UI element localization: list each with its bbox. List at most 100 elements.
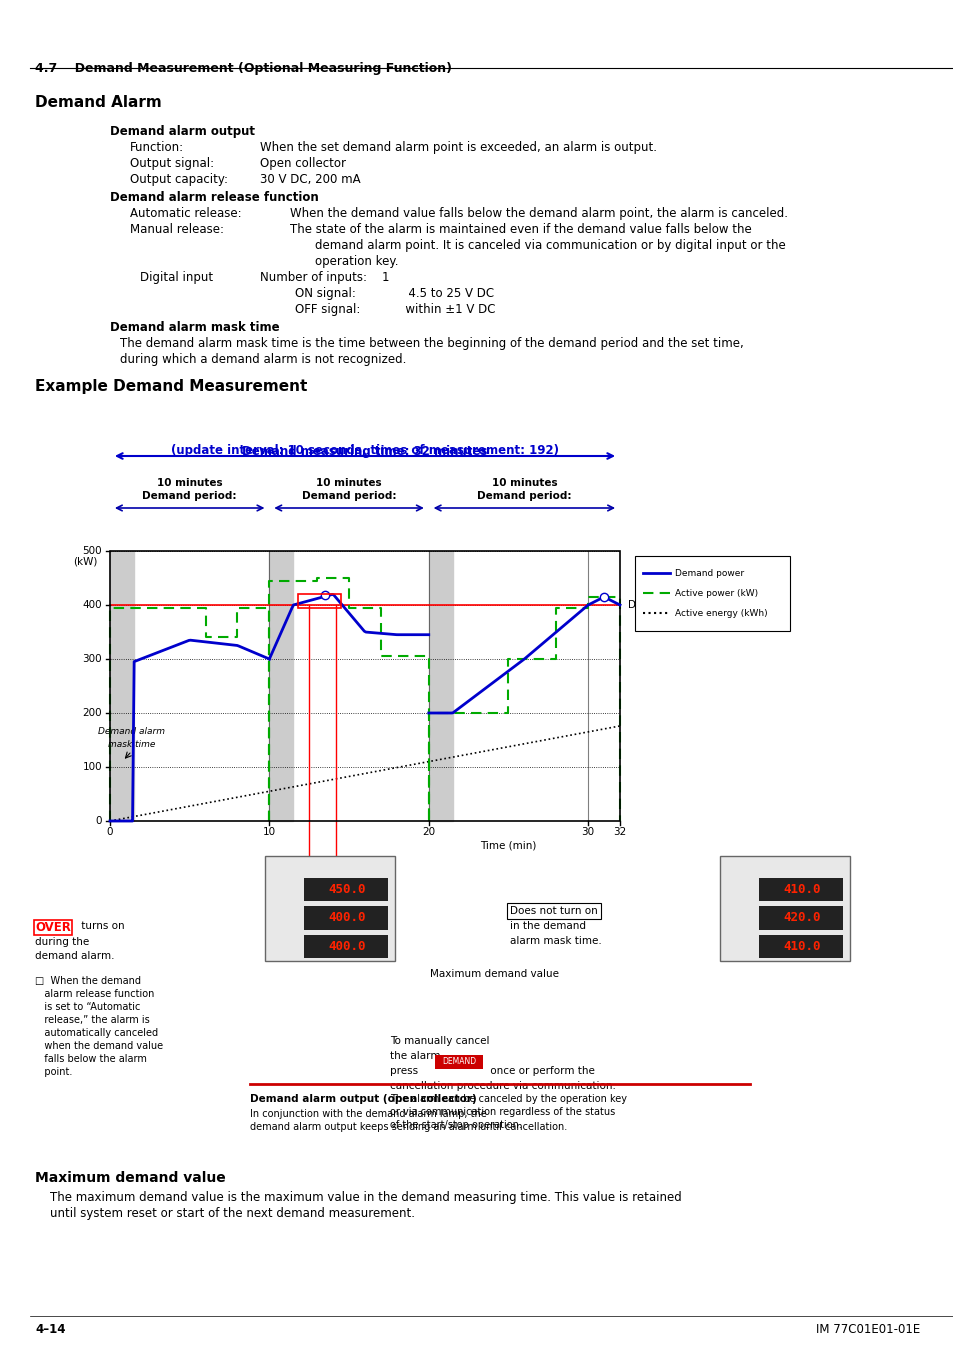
Text: The demand alarm mask time is the time between the beginning of the demand perio: The demand alarm mask time is the time b… [120,336,743,350]
Text: 300: 300 [82,654,102,663]
Text: Active energy (kWh): Active energy (kWh) [675,608,767,617]
Text: the alarm,: the alarm, [390,1051,443,1061]
Text: Output capacity:: Output capacity: [130,173,228,186]
Text: 4.7    Demand Measurement (Optional Measuring Function): 4.7 Demand Measurement (Optional Measuri… [35,62,452,76]
Text: In conjunction with the demand alarm lamp, the: In conjunction with the demand alarm lam… [250,1109,486,1119]
Text: mask time: mask time [108,740,155,748]
Text: (update interval: 10 seconds, times of measurement: 192): (update interval: 10 seconds, times of m… [171,444,558,457]
Text: Number of inputs:    1: Number of inputs: 1 [260,272,389,284]
Text: Example Demand Measurement: Example Demand Measurement [35,380,307,394]
Text: 10: 10 [262,827,275,838]
Text: turns on: turns on [78,921,125,931]
Text: falls below the alarm: falls below the alarm [35,1054,147,1065]
Text: demand alarm point. It is canceled via communication or by digital input or the: demand alarm point. It is canceled via c… [314,239,785,253]
Text: cancellation procedure via communication.: cancellation procedure via communication… [390,1081,616,1092]
Text: when the demand value: when the demand value [35,1042,163,1051]
Bar [110,551,133,821]
Text: Time (min): Time (min) [479,842,536,851]
Bar [265,857,395,961]
Bar [110,551,619,821]
Text: 500: 500 [82,546,102,557]
Text: Open collector: Open collector [260,157,346,170]
Text: 10 minutes: 10 minutes [491,478,557,488]
Text: or via communication regardless of the status: or via communication regardless of the s… [390,1106,615,1117]
Text: 100: 100 [82,762,102,771]
Text: DEMAND: DEMAND [441,1058,476,1066]
Text: OVER: OVER [35,921,71,934]
Text: Demand period:: Demand period: [142,490,236,501]
Bar [269,551,293,821]
Text: in the demand: in the demand [510,921,585,931]
Bar [304,907,388,929]
Text: 410.0: 410.0 [782,884,820,896]
Text: 420.0: 420.0 [782,912,820,924]
Text: 400.0: 400.0 [328,912,365,924]
Bar [635,557,789,631]
Text: during which a demand alarm is not recognized.: during which a demand alarm is not recog… [120,353,406,366]
Text: 0: 0 [107,827,113,838]
Text: until system reset or start of the next demand measurement.: until system reset or start of the next … [50,1206,415,1220]
Text: automatically canceled: automatically canceled [35,1028,158,1038]
Bar [304,878,388,901]
Text: once or perform the: once or perform the [486,1066,595,1075]
Text: Demand alarm point: Demand alarm point [627,600,735,611]
Text: 10 minutes: 10 minutes [156,478,222,488]
Text: OFF signal:            within ±1 V DC: OFF signal: within ±1 V DC [294,303,495,316]
Text: Output signal:: Output signal: [130,157,213,170]
Text: Demand alarm: Demand alarm [98,727,165,736]
Text: 410.0: 410.0 [782,940,820,952]
Bar [428,551,452,821]
Text: 30 V DC, 200 mA: 30 V DC, 200 mA [260,173,360,186]
Text: Maximum demand value: Maximum demand value [430,969,558,979]
Text: ON signal:              4.5 to 25 V DC: ON signal: 4.5 to 25 V DC [294,286,494,300]
Text: Manual release:: Manual release: [130,223,224,236]
Text: Function:: Function: [130,141,184,154]
Text: When the set demand alarm point is exceeded, an alarm is output.: When the set demand alarm point is excee… [260,141,657,154]
Text: Demand period:: Demand period: [476,490,571,501]
Text: 200: 200 [82,708,102,717]
Text: Demand alarm mask time: Demand alarm mask time [110,322,279,334]
Bar [720,857,849,961]
Text: operation key.: operation key. [314,255,398,267]
Text: point.: point. [35,1067,72,1077]
Text: alarm mask time.: alarm mask time. [510,936,601,946]
Bar [759,907,842,929]
Text: of the start/stop operation.: of the start/stop operation. [390,1120,521,1129]
Bar [304,935,388,958]
Text: Maximum demand value: Maximum demand value [35,1171,226,1185]
Text: during the: during the [35,938,90,947]
Text: Active power (kW): Active power (kW) [675,589,758,597]
Text: When the demand value falls below the demand alarm point, the alarm is canceled.: When the demand value falls below the de… [290,207,787,220]
Bar [759,878,842,901]
Text: press: press [390,1066,417,1075]
Text: Demand measuring time: 32 minutes: Demand measuring time: 32 minutes [242,444,487,458]
Text: Automatic release:: Automatic release: [130,207,241,220]
Text: release,” the alarm is: release,” the alarm is [35,1015,150,1025]
Text: is set to “Automatic: is set to “Automatic [35,1002,140,1012]
Text: 4–14: 4–14 [35,1323,66,1336]
Text: Demand alarm release function: Demand alarm release function [110,190,318,204]
Text: The maximum demand value is the maximum value in the demand measuring time. This: The maximum demand value is the maximum … [50,1192,681,1204]
Text: alarm release function: alarm release function [35,989,154,998]
Text: 30: 30 [581,827,594,838]
Text: The alarm can be canceled by the operation key: The alarm can be canceled by the operati… [390,1094,626,1104]
Text: Demand alarm output (open collector): Demand alarm output (open collector) [250,1094,476,1104]
Bar [759,935,842,958]
Bar [435,1055,482,1069]
Text: Demand power: Demand power [675,569,743,577]
Text: Demand Alarm: Demand Alarm [35,95,162,109]
Text: 10 minutes: 10 minutes [315,478,381,488]
Text: demand alarm output keeps sending an alarm until cancellation.: demand alarm output keeps sending an ala… [250,1121,567,1132]
Text: IM 77C01E01-01E: IM 77C01E01-01E [815,1323,919,1336]
Text: The state of the alarm is maintained even if the demand value falls below the: The state of the alarm is maintained eve… [290,223,751,236]
Text: 400: 400 [82,600,102,611]
Text: (kW): (kW) [72,557,97,566]
Text: 20: 20 [422,827,435,838]
Text: Demand alarm output: Demand alarm output [110,126,254,138]
Text: Demand period:: Demand period: [301,490,395,501]
Bar [297,594,341,608]
Text: demand alarm.: demand alarm. [35,951,114,961]
Text: To manually cancel: To manually cancel [390,1036,489,1046]
Text: 0: 0 [95,816,102,825]
Text: 32: 32 [613,827,626,838]
